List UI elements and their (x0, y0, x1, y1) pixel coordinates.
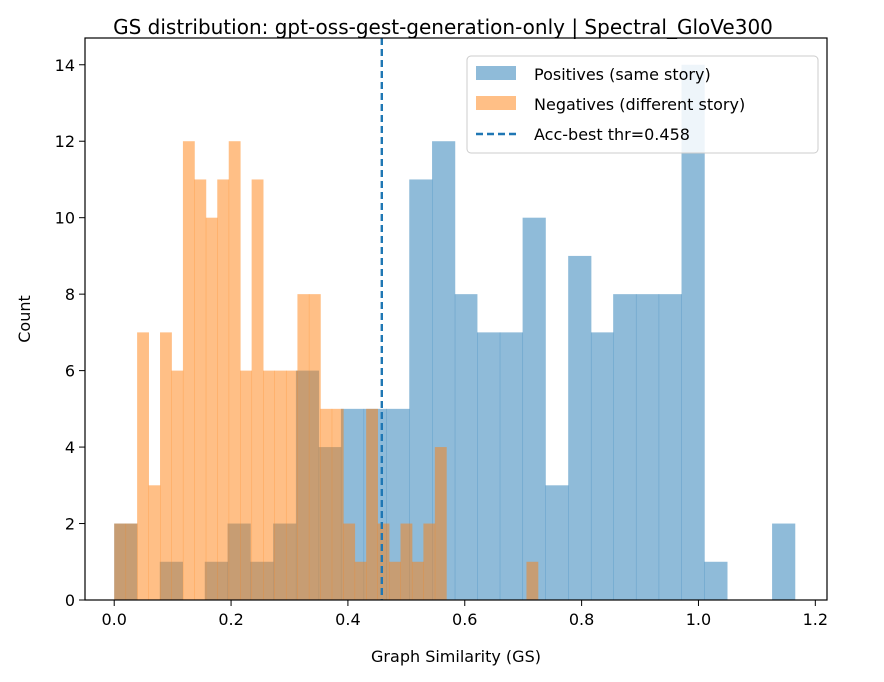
negative-bar-16 (297, 294, 310, 600)
negative-bar-22 (366, 408, 378, 600)
positive-bar-21 (590, 332, 614, 600)
y-tick-label: 0 (65, 591, 75, 610)
positive-bar-19 (545, 485, 569, 600)
negative-bar-8 (205, 217, 218, 600)
legend-swatch-negatives (476, 96, 516, 110)
positive-bar-17 (499, 332, 524, 600)
negative-bar-12 (251, 179, 264, 600)
x-tick-label: 0.6 (452, 610, 477, 629)
negative-bar-4 (160, 332, 172, 600)
negative-bar-2 (137, 332, 149, 600)
negative-bar-21 (354, 561, 367, 600)
positive-bar-29 (772, 523, 796, 600)
legend: Positives (same story) Negatives (differ… (466, 55, 819, 154)
x-tick-label: 0.2 (218, 610, 243, 629)
positive-bar-24 (658, 294, 682, 600)
negative-bar-0 (114, 523, 127, 600)
negative-bar-9 (217, 179, 230, 600)
negative-bar-26 (411, 561, 424, 600)
negative-bar-6 (182, 141, 195, 600)
negative-bar-36 (526, 561, 539, 600)
y-tick-label: 12 (55, 132, 75, 151)
negative-bar-14 (274, 370, 287, 600)
positive-bar-15 (454, 294, 478, 600)
negative-bar-20 (343, 523, 356, 600)
histogram-bars (114, 64, 796, 601)
negative-bar-18 (320, 408, 333, 600)
negative-bar-27 (423, 523, 436, 600)
positive-bar-26 (704, 561, 728, 600)
positive-bar-20 (568, 255, 592, 601)
legend-label-positives: Positives (same story) (534, 65, 711, 84)
axes-frame (84, 37, 828, 601)
x-tick-label: 0.4 (335, 610, 360, 629)
negative-bar-3 (148, 485, 161, 600)
negative-bar-24 (389, 561, 401, 600)
x-axis-ticks: 0.0 0.2 0.4 0.6 0.8 1.0 1.2 (101, 600, 828, 629)
y-tick-label: 6 (65, 362, 75, 381)
x-tick-label: 0.8 (569, 610, 594, 629)
y-tick-label: 4 (65, 438, 75, 457)
negative-bar-11 (240, 370, 253, 600)
negative-bar-23 (377, 523, 390, 600)
y-tick-label: 2 (65, 515, 75, 534)
legend-box (466, 55, 819, 154)
positive-bar-18 (522, 217, 546, 600)
negative-bar-19 (331, 408, 344, 600)
negative-bar-13 (263, 370, 275, 600)
negative-bar-1 (125, 523, 138, 600)
y-tick-label: 8 (65, 285, 75, 304)
x-tick-label: 0.0 (101, 610, 126, 629)
positive-bar-22 (613, 294, 637, 600)
positive-bar-23 (635, 294, 660, 600)
y-tick-label: 14 (55, 56, 75, 75)
legend-swatch-positives (476, 66, 516, 80)
x-axis-label: Graph Similarity (GS) (371, 647, 541, 666)
x-tick-label: 1.2 (803, 610, 828, 629)
y-axis-ticks: 0 2 4 6 8 10 12 14 (55, 56, 85, 610)
negative-bar-25 (400, 523, 413, 600)
positive-bar-25 (681, 64, 705, 600)
negative-bar-28 (434, 447, 447, 600)
chart-title: GS distribution: gpt-oss-gest-generation… (113, 15, 773, 39)
negative-bar-5 (171, 370, 184, 600)
positive-bar-16 (477, 332, 501, 600)
negative-bar-17 (308, 294, 321, 600)
y-tick-label: 10 (55, 209, 75, 228)
y-axis-label: Count (15, 295, 34, 343)
negative-bar-15 (285, 370, 298, 600)
negative-bar-10 (228, 141, 241, 600)
legend-label-negatives: Negatives (different story) (534, 95, 745, 114)
positive-bar-13 (409, 179, 433, 600)
x-tick-label: 1.0 (686, 610, 711, 629)
negative-bar-7 (194, 179, 207, 600)
legend-label-threshold: Acc-best thr=0.458 (534, 125, 690, 144)
